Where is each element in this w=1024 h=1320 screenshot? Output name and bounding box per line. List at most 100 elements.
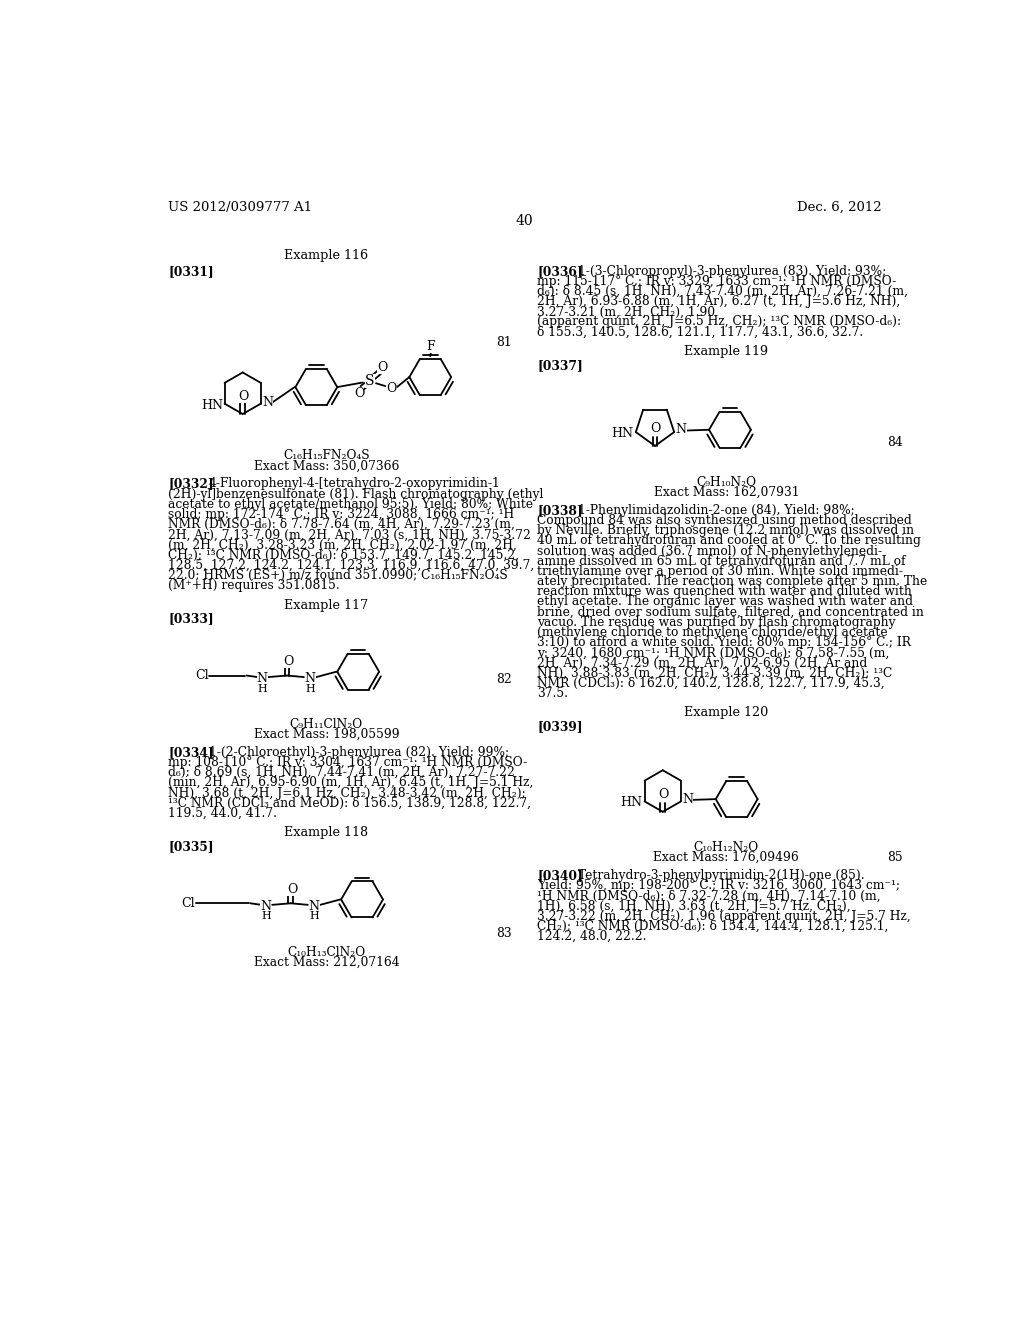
Text: 85: 85 bbox=[888, 851, 903, 865]
Text: 84: 84 bbox=[887, 436, 903, 449]
Text: O: O bbox=[377, 360, 387, 374]
Text: Cl: Cl bbox=[195, 669, 209, 682]
Text: vacuo. The residue was purified by flash chromatography: vacuo. The residue was purified by flash… bbox=[538, 615, 896, 628]
Text: [0340]: [0340] bbox=[538, 869, 583, 882]
Text: HN: HN bbox=[201, 399, 223, 412]
Text: Cl: Cl bbox=[181, 896, 196, 909]
Text: N: N bbox=[682, 792, 693, 805]
Text: [0332]: [0332] bbox=[168, 478, 214, 491]
Text: 37.5.: 37.5. bbox=[538, 686, 568, 700]
Text: ately precipitated. The reaction was complete after 5 min. The: ately precipitated. The reaction was com… bbox=[538, 576, 928, 589]
Text: [0339]: [0339] bbox=[538, 721, 583, 733]
Text: O: O bbox=[386, 381, 396, 395]
Text: 81: 81 bbox=[496, 335, 512, 348]
Text: H: H bbox=[257, 684, 267, 693]
Text: (min, 2H, Ar), 6.95-6.90 (m, 1H, Ar), 6.45 (t, 1H, J=5.1 Hz,: (min, 2H, Ar), 6.95-6.90 (m, 1H, Ar), 6.… bbox=[168, 776, 534, 789]
Text: F: F bbox=[427, 339, 435, 352]
Text: d₆): δ 8.45 (s, 1H, NH), 7.43-7.40 (m, 2H, Ar), 7.26-7.21 (m,: d₆): δ 8.45 (s, 1H, NH), 7.43-7.40 (m, 2… bbox=[538, 285, 908, 298]
Text: (M⁺+H) requires 351.0815.: (M⁺+H) requires 351.0815. bbox=[168, 579, 340, 593]
Text: [0336]: [0336] bbox=[538, 264, 583, 277]
Text: (m, 2H, CH₂), 3.28-3.23 (m, 2H, CH₂), 2.02-1.97 (m, 2H,: (m, 2H, CH₂), 3.28-3.23 (m, 2H, CH₂), 2.… bbox=[168, 539, 517, 552]
Text: 2H, Ar), 7.13-7.09 (m, 2H, Ar), 7.03 (s, 1H, NH), 3.75-3.72: 2H, Ar), 7.13-7.09 (m, 2H, Ar), 7.03 (s,… bbox=[168, 528, 531, 541]
Text: Compound 84 was also synthesized using method described: Compound 84 was also synthesized using m… bbox=[538, 513, 912, 527]
Text: 3:10) to afford a white solid. Yield: 80% mp: 154-156° C.; IR: 3:10) to afford a white solid. Yield: 80… bbox=[538, 636, 911, 649]
Text: Dec. 6, 2012: Dec. 6, 2012 bbox=[797, 201, 882, 214]
Text: acetate to ethyl acetate/methanol 95:5). Yield: 80%; White: acetate to ethyl acetate/methanol 95:5).… bbox=[168, 498, 534, 511]
Text: NMR (DMSO-d₆): δ 7.78-7.64 (m, 4H, Ar), 7.29-7.23 (m,: NMR (DMSO-d₆): δ 7.78-7.64 (m, 4H, Ar), … bbox=[168, 519, 515, 531]
Text: N: N bbox=[308, 900, 319, 913]
Text: ethyl acetate. The organic layer was washed with water and: ethyl acetate. The organic layer was was… bbox=[538, 595, 913, 609]
Text: 22.0; HRMS (ES+) m/z found 351.0990; C₁₆H₁₅FN₂O₄S: 22.0; HRMS (ES+) m/z found 351.0990; C₁₆… bbox=[168, 569, 508, 582]
Text: d₆): δ 8.69 (s, 1H, NH), 7.44-7.41 (m, 2H, Ar), 7.27-7.22: d₆): δ 8.69 (s, 1H, NH), 7.44-7.41 (m, 2… bbox=[168, 766, 515, 779]
Text: by Neville. Briefly, triphosgene (12.2 mmol) was dissolved in: by Neville. Briefly, triphosgene (12.2 m… bbox=[538, 524, 914, 537]
Text: [0337]: [0337] bbox=[538, 359, 583, 372]
Text: mp: 108-110° C.; IR v: 3304, 1637 cm⁻¹; ¹H NMR (DMSO-: mp: 108-110° C.; IR v: 3304, 1637 cm⁻¹; … bbox=[168, 756, 527, 770]
Text: O: O bbox=[287, 883, 298, 896]
Text: ¹H NMR (DMSO-d₆): δ 7.32-7.28 (m, 4H), 7.14-7.10 (m,: ¹H NMR (DMSO-d₆): δ 7.32-7.28 (m, 4H), 7… bbox=[538, 890, 881, 903]
Text: mp: 115-117° C.; IR v: 3329, 1633 cm⁻¹; ¹H NMR (DMSO-: mp: 115-117° C.; IR v: 3329, 1633 cm⁻¹; … bbox=[538, 275, 896, 288]
Text: 40: 40 bbox=[516, 214, 534, 228]
Text: CH₂); ¹³C NMR (DMSO-d₆): δ 154.4, 144.4, 128.1, 125.1,: CH₂); ¹³C NMR (DMSO-d₆): δ 154.4, 144.4,… bbox=[538, 920, 889, 933]
Text: O: O bbox=[284, 655, 294, 668]
Text: Example 117: Example 117 bbox=[285, 598, 369, 611]
Text: 1-(2-Chloroethyl)-3-phenylurea (82). Yield: 99%;: 1-(2-Chloroethyl)-3-phenylurea (82). Yie… bbox=[209, 746, 509, 759]
Text: N: N bbox=[257, 672, 267, 685]
Text: C₉H₁₁ClN₂O: C₉H₁₁ClN₂O bbox=[290, 718, 362, 731]
Text: δ 155.3, 140.5, 128.6, 121.1, 117.7, 43.1, 36.6, 32.7.: δ 155.3, 140.5, 128.6, 121.1, 117.7, 43.… bbox=[538, 326, 863, 339]
Text: 2H, Ar), 7.34-7.29 (m, 2H, Ar), 7.02-6.95 (2H, Ar and: 2H, Ar), 7.34-7.29 (m, 2H, Ar), 7.02-6.9… bbox=[538, 656, 867, 669]
Text: 1-(3-Chloropropyl)-3-phenylurea (83). Yield: 93%;: 1-(3-Chloropropyl)-3-phenylurea (83). Yi… bbox=[578, 264, 886, 277]
Text: O: O bbox=[658, 788, 669, 801]
Text: 4-Fluorophenyl-4-[tetrahydro-2-oxopyrimidin-1: 4-Fluorophenyl-4-[tetrahydro-2-oxopyrimi… bbox=[209, 478, 501, 491]
Text: Example 120: Example 120 bbox=[684, 706, 768, 719]
Text: Exact Mass: 212,07164: Exact Mass: 212,07164 bbox=[254, 956, 399, 969]
Text: [0331]: [0331] bbox=[168, 264, 214, 277]
Text: Tetrahydro-3-phenylpyrimidin-2(1H)-one (85).: Tetrahydro-3-phenylpyrimidin-2(1H)-one (… bbox=[578, 869, 864, 882]
Text: Yield: 95%, mp: 198-200° C.; IR v: 3216, 3060, 1643 cm⁻¹;: Yield: 95%, mp: 198-200° C.; IR v: 3216,… bbox=[538, 879, 900, 892]
Text: NMR (CDCl₃): δ 162.0, 140.2, 128.8, 122.7, 117.9, 45.3,: NMR (CDCl₃): δ 162.0, 140.2, 128.8, 122.… bbox=[538, 677, 885, 690]
Text: Exact Mass: 350,07366: Exact Mass: 350,07366 bbox=[254, 459, 399, 473]
Text: (2H)-yl]benzenesulfonate (81). Flash chromatography (ethyl: (2H)-yl]benzenesulfonate (81). Flash chr… bbox=[168, 487, 544, 500]
Text: amine dissolved in 65 mL of tetrahydrofuran and 7.7 mL of: amine dissolved in 65 mL of tetrahydrofu… bbox=[538, 554, 905, 568]
Text: C₁₀H₁₃ClN₂O: C₁₀H₁₃ClN₂O bbox=[288, 945, 366, 958]
Text: O: O bbox=[650, 422, 660, 436]
Text: Exact Mass: 176,09496: Exact Mass: 176,09496 bbox=[653, 851, 799, 865]
Text: C₁₆H₁₅FN₂O₄S: C₁₆H₁₅FN₂O₄S bbox=[283, 449, 370, 462]
Text: 40 mL of tetrahydrofuran and cooled at 0° C. To the resulting: 40 mL of tetrahydrofuran and cooled at 0… bbox=[538, 535, 921, 548]
Text: H: H bbox=[261, 911, 270, 921]
Text: N: N bbox=[262, 396, 273, 409]
Text: Example 116: Example 116 bbox=[285, 249, 369, 263]
Text: 119.5, 44.0, 41.7.: 119.5, 44.0, 41.7. bbox=[168, 807, 278, 820]
Text: 3.27-3.21 (m, 2H, CH₂), 1.90: 3.27-3.21 (m, 2H, CH₂), 1.90 bbox=[538, 305, 716, 318]
Text: HN: HN bbox=[611, 428, 634, 440]
Text: N: N bbox=[304, 672, 315, 685]
Text: N: N bbox=[676, 424, 687, 437]
Text: O: O bbox=[239, 389, 249, 403]
Text: reaction mixture was quenched with water and diluted with: reaction mixture was quenched with water… bbox=[538, 585, 912, 598]
Text: 83: 83 bbox=[496, 927, 512, 940]
Text: ¹³C NMR (CDCl₃ and MeOD): δ 156.5, 138.9, 128.8, 122.7,: ¹³C NMR (CDCl₃ and MeOD): δ 156.5, 138.9… bbox=[168, 797, 531, 809]
Text: HN: HN bbox=[621, 796, 642, 809]
Text: solution was added (36.7 mmol) of N-phenylethylenedi-: solution was added (36.7 mmol) of N-phen… bbox=[538, 545, 883, 557]
Text: Example 119: Example 119 bbox=[684, 345, 768, 358]
Text: triethylamine over a period of 30 min. White solid immedi-: triethylamine over a period of 30 min. W… bbox=[538, 565, 903, 578]
Text: NH), 3.88-3.83 (m, 2H, CH₂), 3.44-3.39 (m, 2H, CH₂); ¹³C: NH), 3.88-3.83 (m, 2H, CH₂), 3.44-3.39 (… bbox=[538, 667, 893, 680]
Text: Example 118: Example 118 bbox=[285, 826, 369, 840]
Text: 3.27-3.22 (m, 2H, CH₂), 1.96 (apparent quint, 2H, J=5.7 Hz,: 3.27-3.22 (m, 2H, CH₂), 1.96 (apparent q… bbox=[538, 909, 911, 923]
Text: (methylene chloride to methylene chloride/ethyl acetate: (methylene chloride to methylene chlorid… bbox=[538, 626, 888, 639]
Text: 1H), 6.58 (s, 1H, NH), 3.63 (t, 2H, J=5.7 Hz, CH₂),: 1H), 6.58 (s, 1H, NH), 3.63 (t, 2H, J=5.… bbox=[538, 900, 851, 912]
Text: 128.5, 127.2, 124.2, 124.1, 123.3, 116.9, 116.6, 47.0, 39.7,: 128.5, 127.2, 124.2, 124.1, 123.3, 116.9… bbox=[168, 558, 535, 572]
Text: v: 3240, 1680 cm⁻¹; ¹H NMR (DMSO-d₆): δ 7.58-7.55 (m,: v: 3240, 1680 cm⁻¹; ¹H NMR (DMSO-d₆): δ … bbox=[538, 647, 890, 659]
Text: CH₂); ¹³C NMR (DMSO-d₆): δ 153.7, 149.7, 145.2, 145.2,: CH₂); ¹³C NMR (DMSO-d₆): δ 153.7, 149.7,… bbox=[168, 549, 519, 561]
Text: [0334]: [0334] bbox=[168, 746, 214, 759]
Text: [0335]: [0335] bbox=[168, 840, 214, 853]
Text: US 2012/0309777 A1: US 2012/0309777 A1 bbox=[168, 201, 312, 214]
Text: brine, dried over sodium sulfate, filtered, and concentrated in: brine, dried over sodium sulfate, filter… bbox=[538, 606, 924, 619]
Text: solid; mp: 172-174° C.; IR v: 3224, 3088, 1666 cm⁻¹; ¹H: solid; mp: 172-174° C.; IR v: 3224, 3088… bbox=[168, 508, 514, 521]
Text: NH), 3.68 (t, 2H, J=6.1 Hz, CH₂), 3.48-3.42 (m, 2H, CH₂);: NH), 3.68 (t, 2H, J=6.1 Hz, CH₂), 3.48-3… bbox=[168, 787, 526, 800]
Text: H: H bbox=[305, 684, 315, 693]
Text: 82: 82 bbox=[496, 673, 512, 686]
Text: H: H bbox=[309, 911, 318, 921]
Text: (apparent quint, 2H, J=6.5 Hz, CH₂); ¹³C NMR (DMSO-d₆):: (apparent quint, 2H, J=6.5 Hz, CH₂); ¹³C… bbox=[538, 315, 901, 329]
Text: 1-Phenylimidazolidin-2-one (84). Yield: 98%;: 1-Phenylimidazolidin-2-one (84). Yield: … bbox=[578, 504, 854, 517]
Text: [0338]: [0338] bbox=[538, 504, 583, 517]
